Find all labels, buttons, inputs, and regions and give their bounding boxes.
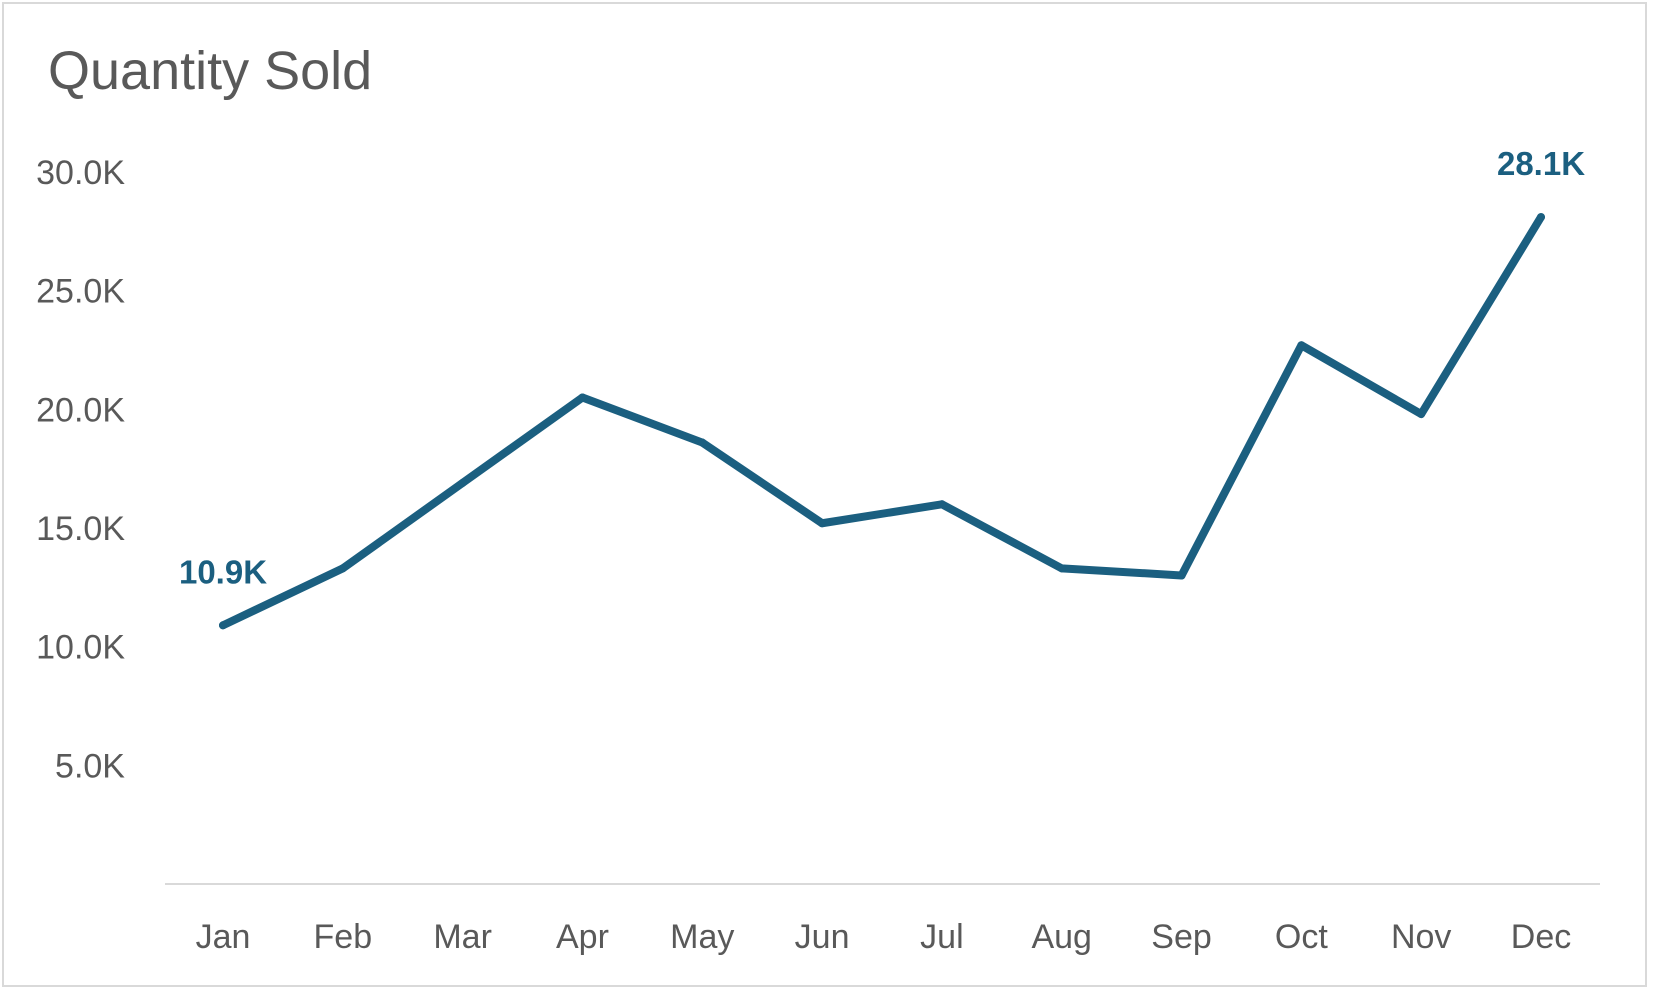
x-tick-label: Aug	[1031, 918, 1092, 956]
data-point	[1537, 213, 1545, 222]
x-tick-label: Oct	[1275, 918, 1328, 956]
y-tick-label: 25.0K	[36, 273, 125, 311]
data-point	[698, 438, 707, 447]
y-tick-label: 10.0K	[36, 629, 125, 667]
data-label: 10.9K	[179, 553, 267, 590]
data-points	[219, 213, 1545, 630]
data-label: 28.1K	[1497, 145, 1585, 182]
data-point	[578, 393, 587, 402]
data-point	[219, 621, 227, 630]
x-tick-label: Dec	[1511, 918, 1571, 956]
data-point	[818, 519, 827, 528]
y-axis-tick-labels: 5.0K 10.0K 15.0K 20.0K 25.0K 30.0K	[36, 154, 125, 785]
x-tick-label: Mar	[433, 918, 492, 956]
data-point	[338, 564, 347, 573]
chart-title: Quantity Sold	[48, 41, 373, 101]
data-point	[458, 478, 467, 487]
data-labels: 10.9K 28.1K	[179, 145, 1585, 590]
y-tick-label: 30.0K	[36, 154, 125, 192]
data-point	[1417, 410, 1426, 419]
series-line	[219, 213, 1545, 630]
y-tick-label: 5.0K	[55, 747, 125, 785]
data-point	[1177, 571, 1186, 580]
data-point	[1297, 341, 1306, 350]
x-tick-label: Jan	[196, 918, 251, 956]
x-tick-label: Sep	[1151, 918, 1212, 956]
y-tick-label: 15.0K	[36, 510, 125, 548]
data-point	[1057, 564, 1066, 573]
data-point	[937, 500, 946, 509]
x-axis-tick-labels: Jan Feb Mar Apr May Jun Jul Aug Sep Oct Nov Dec	[196, 918, 1572, 956]
x-tick-label: Apr	[556, 918, 609, 956]
y-tick-label: 20.0K	[36, 391, 125, 429]
x-tick-label: Nov	[1391, 918, 1451, 956]
x-tick-label: Feb	[314, 918, 373, 956]
x-tick-label: Jun	[795, 918, 850, 956]
x-tick-label: Jul	[920, 918, 963, 956]
x-tick-label: May	[670, 918, 734, 956]
